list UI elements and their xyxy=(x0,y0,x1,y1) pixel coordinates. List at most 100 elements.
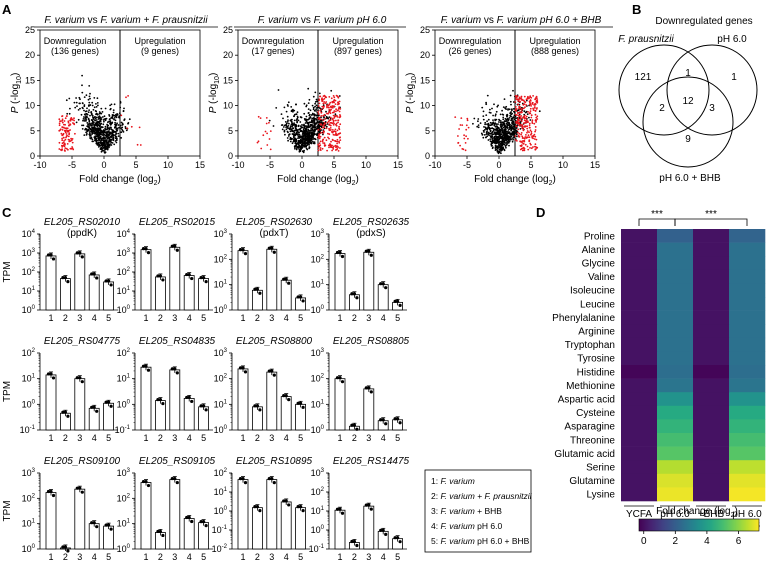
gene-point xyxy=(497,126,500,129)
gene-point-up xyxy=(320,123,323,126)
gene-point xyxy=(499,133,501,136)
y-tick-label: 25 xyxy=(25,25,35,35)
gene-point xyxy=(316,106,318,109)
gene-point xyxy=(296,133,299,136)
gene-point xyxy=(519,127,522,130)
gene-point-up xyxy=(523,95,526,98)
y-tick-label: 0 xyxy=(228,151,233,161)
gene-point xyxy=(101,139,103,142)
gene-point xyxy=(104,107,107,110)
gene-point-up xyxy=(333,145,335,148)
tpm-bar xyxy=(237,479,249,550)
gene-point-up xyxy=(523,137,526,140)
y-tick-label: 15 xyxy=(223,75,233,85)
volcano-ylabel: P (-log10) xyxy=(10,73,23,114)
gene-point xyxy=(505,146,507,149)
gene-point xyxy=(492,114,494,117)
gene-point xyxy=(486,94,489,97)
gene-point xyxy=(109,126,111,129)
gene-point-up xyxy=(338,125,340,128)
gene-point-down xyxy=(463,137,466,140)
gene-point xyxy=(299,127,302,130)
gene-point xyxy=(78,96,81,99)
gene-point xyxy=(87,111,90,114)
x-tick-label: 4 xyxy=(92,433,97,443)
y-tick-label: 100 xyxy=(311,425,325,435)
ylabel-rest: (-log xyxy=(405,84,416,107)
gene-point xyxy=(104,146,107,149)
upregulation-label: Upregulation xyxy=(332,36,383,46)
gene-title: EL205_RS08805 xyxy=(333,336,410,347)
replicate-point xyxy=(49,489,53,494)
gene-point-up xyxy=(528,131,530,134)
gene-point-up xyxy=(535,146,537,148)
replicate-point xyxy=(299,505,303,509)
gene-point xyxy=(507,131,510,134)
gene-point xyxy=(75,97,77,99)
gene-point-up xyxy=(329,112,332,115)
volcano-points xyxy=(454,89,541,155)
gene-point-up xyxy=(327,136,329,139)
tpm-bar xyxy=(154,276,166,311)
gene-point-up xyxy=(339,136,341,139)
gene-point xyxy=(513,118,516,121)
gene-point-up xyxy=(139,144,142,146)
gene-point xyxy=(307,112,310,114)
gene-point xyxy=(301,141,303,143)
y-tick-label: 101 xyxy=(214,399,228,409)
x-tick-label: 10 xyxy=(558,160,568,170)
gene-point xyxy=(87,123,89,126)
x-tick-label: 4 xyxy=(187,552,192,562)
gene-point xyxy=(311,126,314,129)
gene-point-down xyxy=(61,118,64,121)
replicate-point xyxy=(161,401,165,406)
gene-point xyxy=(298,140,301,142)
gene-point xyxy=(489,121,492,124)
x-tick-label: 5 xyxy=(106,433,111,443)
gene-point-down xyxy=(462,148,465,151)
gene-point xyxy=(106,146,109,149)
gene-point-up xyxy=(519,116,522,119)
gene-point xyxy=(313,137,316,140)
gene-point xyxy=(95,140,98,143)
gene-point-up xyxy=(516,140,518,142)
gene-point-up xyxy=(332,119,335,122)
gene-point-down xyxy=(457,141,460,144)
gene-point-up xyxy=(329,129,331,132)
gene-point xyxy=(492,127,495,130)
gene-point xyxy=(83,134,86,137)
gene-point xyxy=(112,137,115,140)
gene-point xyxy=(524,111,527,114)
y-tick-label: 102 xyxy=(214,468,228,478)
legend-item: 1: F. varium xyxy=(431,476,475,486)
y-tick-label: 10-1 xyxy=(20,425,36,435)
gene-point xyxy=(505,139,508,142)
replicate-point xyxy=(272,480,276,485)
xlabel-close: ) xyxy=(158,174,161,185)
gene-point xyxy=(296,111,299,114)
gene-point xyxy=(295,131,298,134)
gene-point xyxy=(277,89,280,91)
x-tick-label: 4 xyxy=(187,433,192,443)
gene-point xyxy=(102,139,105,142)
gene-title: EL205_RS08800 xyxy=(236,336,313,347)
gene-point xyxy=(104,127,106,130)
gene-point-up xyxy=(534,110,537,112)
gene-point xyxy=(286,137,289,139)
gene-point-up xyxy=(334,134,336,136)
gene-point xyxy=(491,144,493,147)
gene-point-down xyxy=(459,144,461,147)
gene-point-up xyxy=(534,129,537,131)
gene-point xyxy=(310,131,312,134)
gene-point xyxy=(481,106,484,109)
gene-point xyxy=(88,85,91,87)
gene-point xyxy=(484,123,486,126)
gene-point xyxy=(98,125,101,128)
replicate-point xyxy=(258,509,262,513)
y-tick-label: 101 xyxy=(214,487,228,497)
gene-point-up xyxy=(528,136,531,139)
venn-circle-a xyxy=(618,44,710,136)
gene-point xyxy=(299,142,302,145)
gene-point xyxy=(311,120,314,123)
gene-point xyxy=(83,113,86,116)
